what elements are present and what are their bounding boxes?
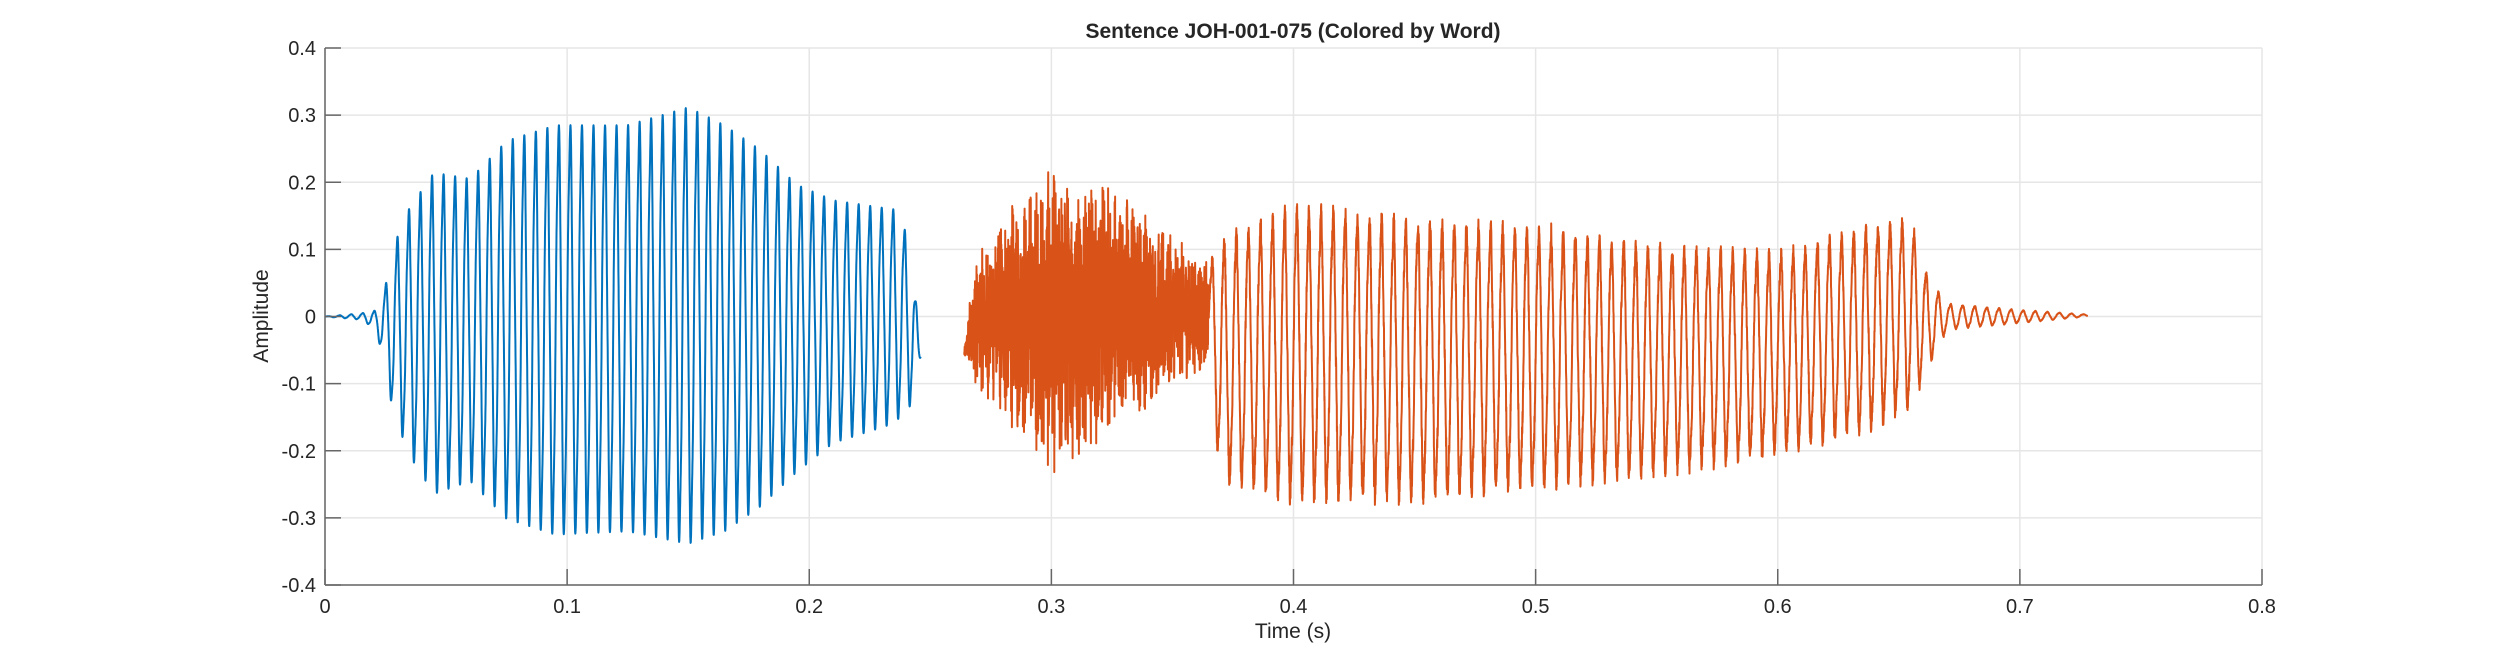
x-tick-label: 0.1 (553, 596, 581, 618)
axes (324, 47, 2263, 586)
x-tick-label: 0.2 (795, 596, 823, 618)
series-group (324, 107, 2089, 544)
y-tick-label: -0.2 (282, 441, 316, 463)
x-tick-label: 0.7 (2006, 596, 2034, 618)
y-tick-label: 0 (305, 307, 316, 329)
y-tick-label: 0.3 (288, 105, 316, 127)
y-axis-label: Amplitude (250, 269, 273, 362)
y-tick-label: -0.4 (282, 575, 316, 597)
x-tick-label: 0 (319, 596, 330, 618)
y-tick-label: -0.1 (282, 374, 316, 396)
y-tick-label: 0.1 (288, 239, 316, 261)
x-axis-label: Time (s) (1255, 620, 1331, 643)
x-tick-label: 0.3 (1037, 596, 1065, 618)
y-tick-label: -0.3 (282, 508, 316, 530)
x-tick-label: 0.4 (1280, 596, 1308, 618)
series-1-line (324, 107, 922, 544)
y-tick-label: 0.2 (288, 172, 316, 194)
y-tick-label: 0.4 (288, 38, 316, 60)
chart-title: Sentence JOH-001-075 (Colored by Word) (1085, 20, 1500, 43)
series-2-line (963, 171, 2089, 506)
x-tick-label: 0.6 (1764, 596, 1792, 618)
x-tick-label: 0.5 (1522, 596, 1550, 618)
x-tick-label: 0.8 (2248, 596, 2276, 618)
x-tick-labels: 0 0.1 0.2 0.3 0.4 0.5 0.6 0.7 0.8 (319, 596, 2275, 618)
y-tick-labels: 0.4 0.3 0.2 0.1 0 -0.1 -0.2 -0.3 -0.4 (282, 38, 316, 597)
